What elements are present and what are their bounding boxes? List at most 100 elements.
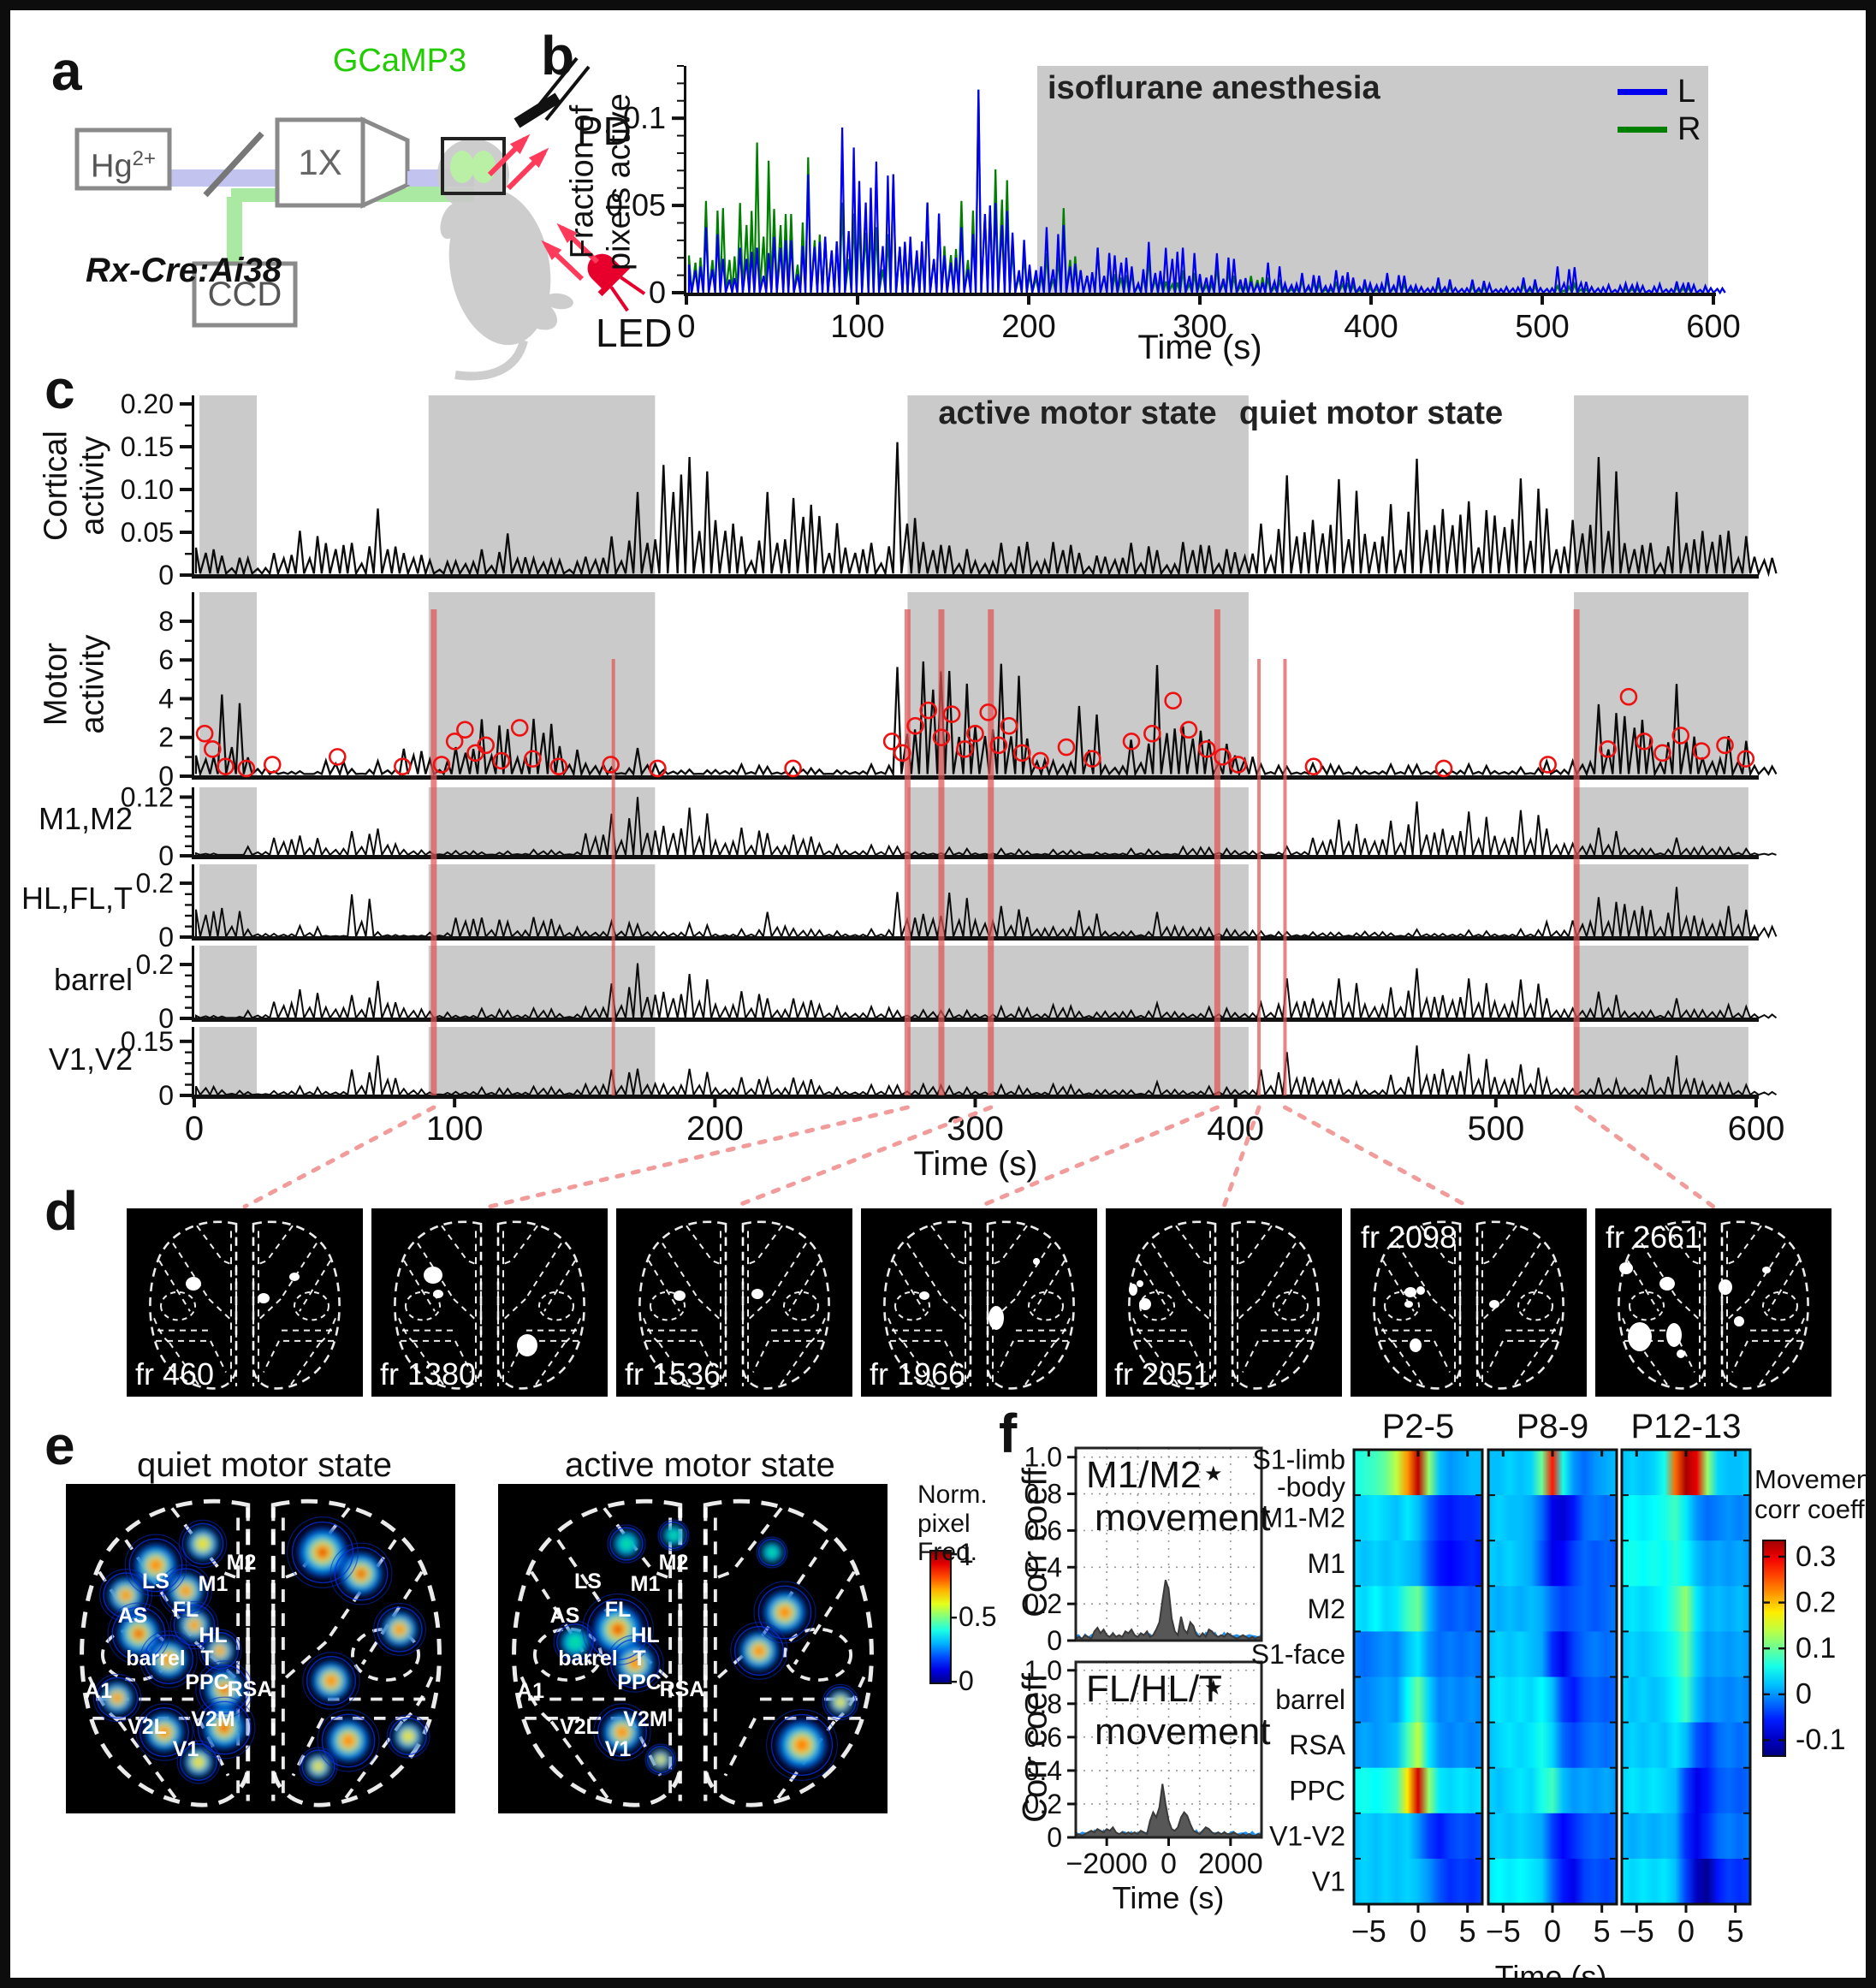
movement-event-circle: [1599, 740, 1617, 758]
b-ytick-minor: [677, 169, 684, 172]
heatmap-row-label: S1-limb: [1253, 1445, 1345, 1475]
f-cb-tick: [1763, 1647, 1770, 1650]
c-ytick-label: 0.15: [121, 1026, 174, 1057]
f-cb-tick: [1778, 1693, 1785, 1696]
movement-event-circle: [1653, 744, 1671, 763]
c-ytick-minor: [185, 1062, 192, 1065]
f-cb-tick: [1778, 1555, 1785, 1558]
c-ytick-label: 0: [158, 1080, 174, 1111]
contour-ring: [770, 1713, 834, 1777]
corr-ytick: [1067, 1836, 1076, 1839]
region-label-V2M: V2M: [191, 1707, 234, 1731]
contour-ring: [607, 1524, 646, 1564]
e-cb-tick: [951, 1681, 957, 1683]
c-ytick-minor: [185, 904, 192, 906]
c-gray-band: [1574, 787, 1748, 856]
c-ytick: [180, 697, 192, 701]
movement-event-circle: [1229, 756, 1248, 774]
active-pixel-blob: [1410, 1338, 1422, 1352]
e-cb-title-line2: pixel: [917, 1509, 971, 1538]
frame-image: fr 1536: [616, 1208, 852, 1397]
gcamp-label: GCaMP3: [332, 43, 467, 79]
active-pixel-blob: [1659, 1277, 1675, 1291]
c-gray-band: [199, 864, 257, 937]
contour-ring: [757, 1538, 787, 1567]
heatmap-row-tick: [1475, 1585, 1482, 1587]
objective-label: 1X: [298, 142, 342, 182]
heatmap-row: [1488, 1631, 1617, 1678]
hotspot: [614, 1625, 622, 1634]
c-ytick: [180, 774, 192, 778]
event-red-line-thin: [1283, 659, 1287, 1095]
c-y-axis: [192, 592, 194, 776]
hotspot: [765, 1546, 779, 1559]
frame-number-label: fr 1966: [870, 1356, 965, 1392]
region-label-M1: M1: [631, 1572, 661, 1596]
movement-event-circle: [524, 750, 542, 768]
c-ytick-label: 0: [158, 922, 174, 952]
c-xtick-label: 0: [185, 1110, 204, 1148]
b-ytick-minor: [677, 134, 684, 137]
corr-ytick: [1067, 1602, 1076, 1605]
legend-R-label: R: [1677, 111, 1701, 147]
event-red-line: [904, 609, 911, 1095]
heatmap-row-tick: [1622, 1585, 1629, 1587]
region-label-RSA: RSA: [228, 1677, 273, 1701]
c-gray-band: [907, 1027, 1249, 1095]
movement-event-circle: [956, 740, 974, 758]
b-ytick-minor: [677, 239, 684, 241]
movement-event-circle: [1000, 716, 1018, 735]
heatmap-row-tick: [1610, 1812, 1617, 1814]
heatmap-row-tick: [1488, 1676, 1495, 1678]
c-y-axis: [192, 864, 194, 937]
hotspot: [134, 1629, 143, 1638]
movement-event-circle: [1197, 740, 1216, 758]
brain-outline: [1128, 1220, 1217, 1390]
heatmap-row-tick: [1475, 1812, 1482, 1814]
e-colorbar: [929, 1550, 952, 1684]
b-ytick-minor: [677, 187, 684, 189]
contour-ring: [291, 1521, 354, 1584]
hotspot: [794, 1737, 810, 1753]
corr-ytick-label: 1.0: [1024, 1442, 1062, 1473]
heatmap-row-tick: [1475, 1494, 1482, 1497]
region-label-barrel: barrel: [126, 1647, 185, 1671]
contour-ring: [140, 1630, 198, 1688]
heatmap-row: [1354, 1631, 1482, 1678]
frame-image: fr 2098: [1351, 1208, 1587, 1397]
c-gray-band: [428, 1027, 656, 1095]
region-label-M2: M2: [659, 1551, 689, 1575]
contour-ring: [169, 1600, 219, 1650]
f-cb-tick: [1778, 1647, 1785, 1650]
hotspot: [778, 1605, 792, 1619]
contour-ring: [92, 1673, 142, 1723]
event-red-line-thin: [1257, 659, 1262, 1095]
hotspot: [221, 1686, 228, 1693]
corr-ytick-label: 0.6: [1024, 1515, 1062, 1546]
hotspot: [192, 1755, 205, 1769]
heatmap-xtick: [1551, 1904, 1554, 1913]
active-pixel-blob: [1129, 1284, 1137, 1296]
hotspot: [834, 1696, 846, 1708]
movement-event-circle: [979, 703, 998, 721]
heatmap-row-tick: [1354, 1630, 1361, 1633]
f-cb-tick: [1778, 1601, 1785, 1604]
active-pixel-blob: [1404, 1301, 1413, 1308]
region-label-FL: FL: [605, 1598, 632, 1622]
heatmap-row: [1488, 1540, 1617, 1587]
leader-line: [1282, 1105, 1471, 1209]
heatmap-xtick: [1501, 1450, 1505, 1457]
contour-ring: [659, 1521, 688, 1550]
contour-ring: [581, 1593, 655, 1666]
region-label-PPC: PPC: [617, 1671, 661, 1694]
legend-L-line: [1618, 89, 1667, 95]
b-xtick: [1198, 293, 1202, 305]
active-pixel-blob: [1666, 1323, 1682, 1347]
f-cb-tick: [1763, 1555, 1770, 1558]
corr-trace: [1075, 1783, 1262, 1838]
f-cb-tick-label: -0.1: [1796, 1724, 1846, 1756]
f-cb-title-line1: Movement: [1754, 1464, 1876, 1494]
contour-ring: [163, 1568, 209, 1614]
c-row-label-m1m2: M1,M2: [38, 801, 133, 836]
heatmap-row: [1354, 1676, 1482, 1724]
